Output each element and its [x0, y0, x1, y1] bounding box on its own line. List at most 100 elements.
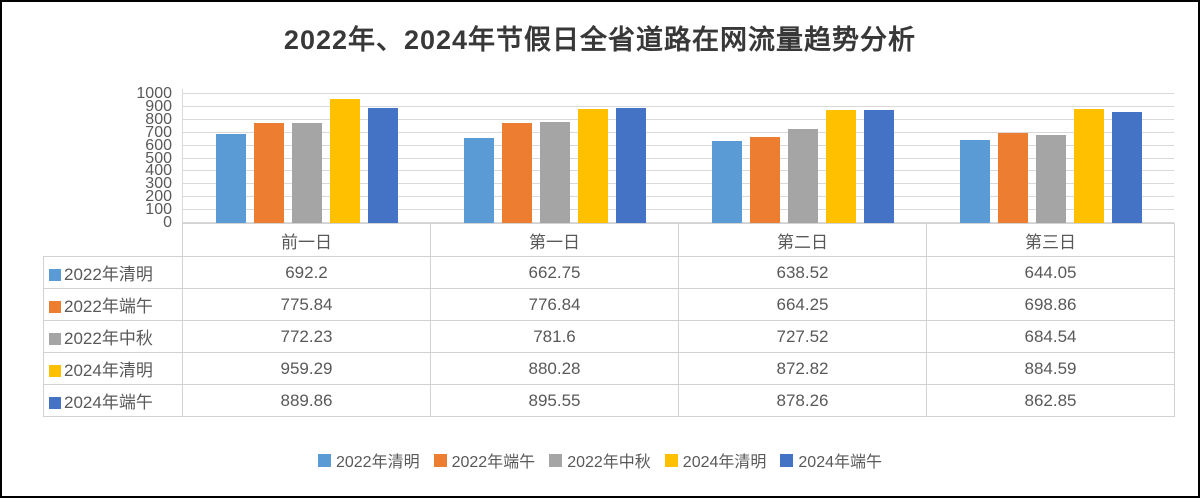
gridline-y-100 [183, 209, 1174, 211]
bar-group-第二日 [679, 89, 927, 223]
row-label-2024年端午: 2024年端午 [43, 384, 183, 417]
y-tick-label-200: 200 [145, 188, 172, 206]
legend-item-2024年清明: 2024年清明 [664, 448, 767, 472]
legend-item-2022年中秋: 2022年中秋 [549, 448, 651, 472]
value-cell-2024年清明-第二日: 872.82 [678, 352, 927, 385]
value-cell-2022年清明-前一日: 692.2 [182, 256, 431, 289]
value-cell-2024年清明-第三日: 884.59 [926, 352, 1175, 385]
bar-2022年端午-前一日 [254, 122, 284, 223]
bar-2022年端午-第一日 [502, 122, 532, 223]
bar-2024年清明-第三日 [1074, 108, 1104, 223]
legend-swatch-icon [317, 453, 331, 467]
gridline-y-1000 [183, 93, 1174, 94]
legend-swatch-icon [433, 453, 447, 467]
bar-2022年中秋-第二日 [788, 129, 818, 223]
table-row-2022年清明: 2022年清明 692.2 662.75 638.52 644.05 [43, 256, 1175, 289]
value-cell-2024年端午-第一日: 895.55 [430, 384, 679, 417]
gridline-y-400 [183, 170, 1174, 172]
bar-2024年清明-第二日 [826, 110, 856, 223]
plot-area [182, 89, 1174, 223]
value-cell-2022年端午-第二日: 664.25 [678, 288, 927, 321]
bar-2022年清明-第一日 [464, 137, 494, 223]
gridline-y-500 [183, 157, 1174, 159]
table-row-2022年中秋: 2022年中秋 772.23 781.6 727.52 684.54 [43, 320, 1175, 353]
data-table-body: 2022年清明 692.2 662.75 638.52 644.05 2022年端午 775… [43, 256, 1175, 417]
value-cell-2022年中秋-第一日: 781.6 [430, 320, 679, 353]
bar-2022年端午-第三日 [998, 132, 1028, 223]
y-tick-label-900: 900 [145, 97, 172, 115]
bar-2022年中秋-前一日 [292, 123, 322, 223]
bar-2024年端午-第一日 [616, 107, 646, 223]
legend-item-2022年清明: 2022年清明 [317, 448, 420, 472]
data-table-corner-cell [44, 224, 183, 257]
legend-label: 2022年清明 [335, 454, 420, 471]
row-label-2022年中秋: 2022年中秋 [43, 320, 183, 353]
value-cell-2024年端午-第二日: 878.26 [678, 384, 927, 417]
y-tick-label-700: 700 [145, 123, 172, 141]
legend-label: 2024年清明 [682, 454, 767, 471]
legend-swatch-icon [664, 453, 678, 467]
bar-2022年清明-第二日 [712, 140, 742, 223]
legend-key-icon [49, 301, 61, 313]
column-header-第三日: 第三日 [926, 223, 1175, 257]
bar-2022年清明-第三日 [960, 139, 990, 223]
value-cell-2024年清明-前一日: 959.29 [182, 352, 431, 385]
y-axis-tick-labels: 0 100 200 300 400 500 600 700 800 900 1000 [128, 85, 176, 231]
legend-key-icon [49, 333, 61, 345]
bar-2022年中秋-第一日 [540, 122, 570, 223]
legend-label: 2022年中秋 [567, 454, 651, 471]
value-cell-2022年中秋-前一日: 772.23 [182, 320, 431, 353]
column-header-前一日: 前一日 [182, 223, 431, 257]
table-row-2024年清明: 2024年清明 959.29 880.28 872.82 884.59 [43, 352, 1175, 385]
row-label-2024年清明: 2024年清明 [43, 352, 183, 385]
gridline-y-700 [183, 131, 1174, 133]
legend-key-icon [49, 365, 61, 377]
gridline-y-0 [183, 222, 1174, 223]
data-table-header-row: 前一日 第一日 第二日 第三日 [44, 223, 1175, 257]
bar-group-第三日 [927, 89, 1175, 223]
legend-label: 2022年端午 [451, 454, 536, 471]
legend-swatch-icon [549, 453, 563, 467]
value-cell-2022年中秋-第三日: 684.54 [926, 320, 1175, 353]
y-tick-label-400: 400 [145, 162, 172, 180]
bar-2024年端午-第三日 [1112, 111, 1142, 223]
y-tick-label-1000: 1000 [136, 85, 172, 102]
bar-group-第一日 [431, 89, 679, 223]
gridline-y-600 [183, 144, 1174, 146]
bar-2022年清明-前一日 [216, 133, 246, 223]
bar-2024年清明-前一日 [330, 99, 360, 223]
value-cell-2022年清明-第二日: 638.52 [678, 256, 927, 289]
bar-2022年中秋-第三日 [1036, 134, 1066, 223]
bar-2024年端午-前一日 [368, 108, 398, 223]
value-cell-2022年清明-第三日: 644.05 [926, 256, 1175, 289]
y-tick-label-600: 600 [145, 136, 172, 154]
y-tick-label-300: 300 [145, 175, 172, 193]
legend-label: 2024年端午 [798, 454, 883, 471]
value-cell-2022年端午-第一日: 776.84 [430, 288, 679, 321]
y-tick-label-800: 800 [145, 110, 172, 128]
y-tick-label-100: 100 [145, 201, 172, 219]
legend-key-icon [49, 269, 61, 281]
value-cell-2022年端午-前一日: 775.84 [182, 288, 431, 321]
chart-legend: 2022年清明 2022年端午 2022年中秋 2024年清明 2024年端午 [2, 448, 1198, 472]
gridline-y-800 [183, 118, 1174, 120]
bar-group-前一日 [183, 89, 431, 223]
legend-swatch-icon [780, 453, 794, 467]
bar-2024年端午-第二日 [864, 109, 894, 223]
legend-key-icon [49, 397, 61, 409]
chart-title: 2022年、2024年节假日全省道路在网流量趋势分析 [283, 25, 917, 55]
value-cell-2022年中秋-第二日: 727.52 [678, 320, 927, 353]
table-row-2022年端午: 2022年端午 775.84 776.84 664.25 698.86 [43, 288, 1175, 321]
bar-2022年端午-第二日 [750, 137, 780, 223]
bar-2024年清明-第一日 [578, 109, 608, 223]
value-cell-2024年端午-前一日: 889.86 [182, 384, 431, 417]
gridline-y-300 [183, 183, 1174, 185]
table-row-2024年端午: 2024年端午 889.86 895.55 878.26 862.85 [43, 384, 1175, 417]
value-cell-2022年清明-第一日: 662.75 [430, 256, 679, 289]
legend-item-2024年端午: 2024年端午 [780, 448, 882, 472]
gridline-y-200 [183, 196, 1174, 198]
value-cell-2024年端午-第三日: 862.85 [926, 384, 1175, 417]
chart-data-table: 前一日 第一日 第二日 第三日 2022年清明 692.2 662.75 638.52 644… [43, 223, 1175, 417]
row-label-2022年清明: 2022年清明 [43, 256, 183, 289]
